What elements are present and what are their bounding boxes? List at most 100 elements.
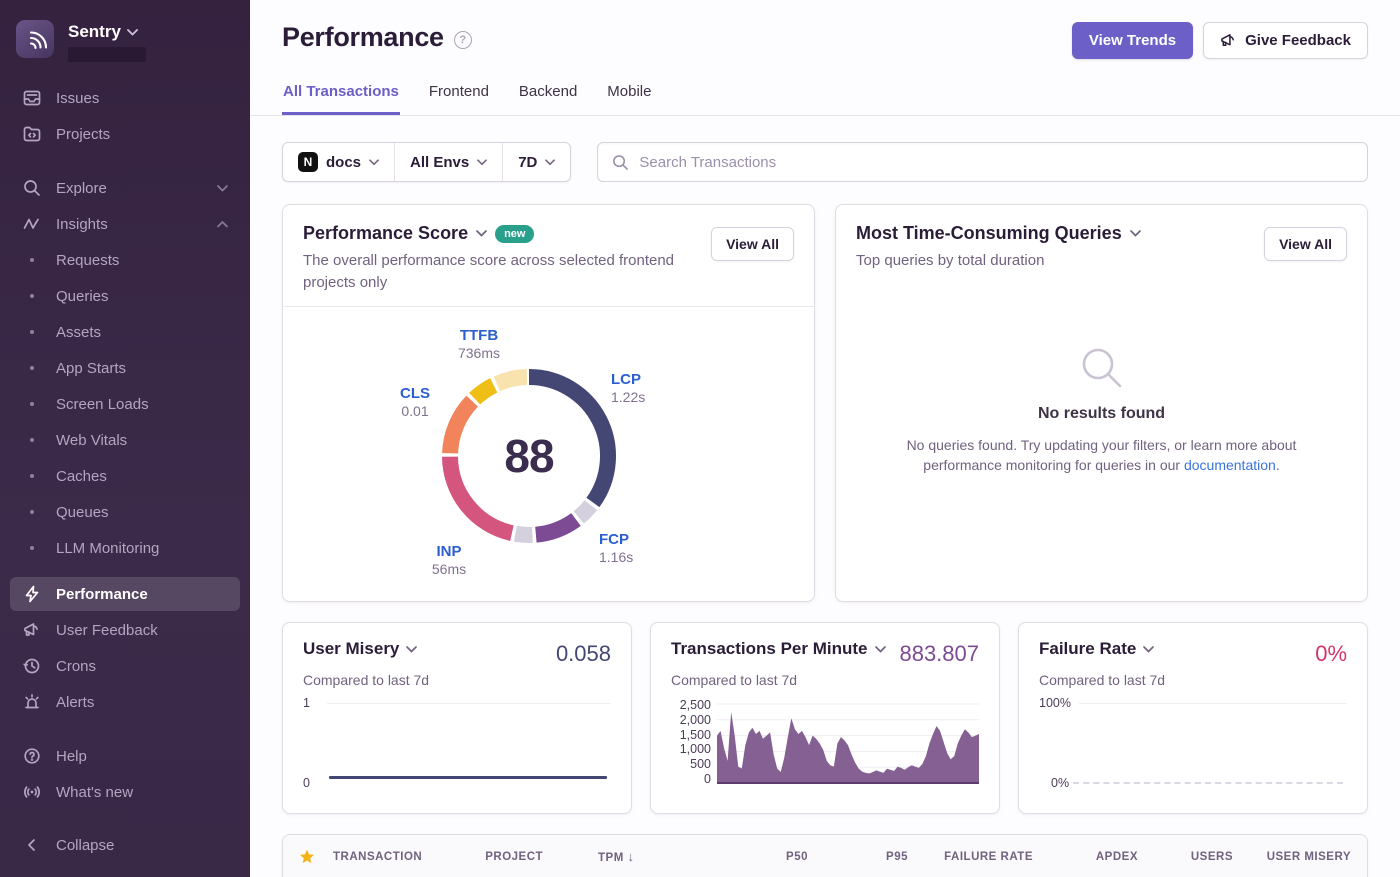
performance-score-description: The overall performance score across sel…	[303, 252, 675, 291]
bullet-icon	[22, 366, 42, 370]
failure-rate-value: 0%	[1315, 641, 1347, 666]
bullet-icon	[22, 258, 42, 262]
lightning-icon	[22, 585, 42, 603]
y-axis-max-label: 100%	[1039, 696, 1071, 710]
search-transactions-box[interactable]	[597, 142, 1368, 182]
column-header-p95[interactable]: P95	[886, 850, 908, 863]
chevron-down-icon[interactable]	[1143, 645, 1155, 653]
failure-rate-line	[1073, 782, 1343, 784]
tpm-subtitle: Compared to last 7d	[671, 672, 798, 688]
sidebar-item-insights[interactable]: Insights	[10, 207, 240, 241]
sidebar-item-web-vitals[interactable]: Web Vitals	[10, 423, 240, 457]
donut-ring	[442, 368, 616, 543]
org-switcher[interactable]: Sentry	[0, 12, 250, 80]
column-header-project[interactable]: PROJECT	[485, 850, 544, 863]
tab-mobile[interactable]: Mobile	[607, 83, 652, 100]
column-header-user-misery[interactable]: USER MISERY	[1266, 850, 1351, 863]
sidebar-item-alerts[interactable]: Alerts	[10, 685, 240, 719]
chevron-down-icon	[369, 158, 379, 165]
sentry-logo-icon[interactable]	[16, 20, 54, 58]
tab-backend[interactable]: Backend	[518, 83, 578, 100]
chevron-up-icon	[217, 220, 228, 227]
empty-state-title: No results found	[1037, 405, 1166, 422]
chevron-down-icon[interactable]	[1129, 230, 1141, 237]
sidebar-item-caches[interactable]: Caches	[10, 459, 240, 493]
y-tick-label: 0	[704, 771, 711, 786]
chevron-down-icon[interactable]	[476, 230, 487, 237]
y-axis-min-label: 0	[303, 776, 310, 790]
column-header-failure-rate[interactable]: FAILURE RATE	[944, 850, 1033, 863]
sidebar-collapse-button[interactable]: Collapse	[10, 828, 240, 862]
sidebar-item-help[interactable]: Help	[10, 739, 240, 773]
sidebar-item-projects[interactable]: Projects	[10, 117, 240, 151]
issues-icon	[22, 89, 42, 107]
vital-label-inp[interactable]: INP 56ms	[431, 542, 467, 578]
chevron-down-icon[interactable]	[406, 645, 418, 653]
transactions-table: TRANSACTION PROJECT TPM ↓ P50 P95 FAILUR…	[282, 834, 1368, 877]
sidebar-item-screen-loads[interactable]: Screen Loads	[10, 387, 240, 421]
time-consuming-queries-card: Most Time-Consuming Queries Top queries …	[835, 204, 1368, 602]
megaphone-icon	[22, 621, 42, 639]
column-header-transaction[interactable]: TRANSACTION	[333, 850, 423, 863]
failure-rate-card: Failure Rate 0% Compared to last 7d 100%…	[1018, 622, 1368, 814]
sidebar-item-user-feedback[interactable]: User Feedback	[10, 613, 240, 647]
nextjs-project-icon: N	[298, 152, 318, 172]
performance-score-title[interactable]: Performance Score	[303, 223, 469, 243]
y-axis-max-label: 1	[303, 696, 310, 710]
main-content: Performance ? View Trends Give Feedback …	[250, 0, 1400, 877]
queries-card-title[interactable]: Most Time-Consuming Queries	[856, 223, 1122, 243]
failure-rate-title[interactable]: Failure Rate	[1039, 639, 1137, 658]
failure-rate-subtitle: Compared to last 7d	[1039, 672, 1166, 688]
page-help-icon[interactable]: ?	[453, 30, 472, 49]
sidebar-item-queries[interactable]: Queries	[10, 279, 240, 313]
queries-view-all-button[interactable]: View All	[1264, 227, 1347, 261]
sort-desc-icon: ↓	[627, 849, 635, 864]
user-misery-card: User Misery 0.058 Compared to last 7d 1 …	[282, 622, 632, 814]
sidebar-item-issues[interactable]: Issues	[10, 81, 240, 115]
search-icon	[1082, 348, 1121, 388]
tab-all-transactions[interactable]: All Transactions	[282, 73, 400, 115]
give-feedback-button[interactable]: Give Feedback	[1203, 22, 1368, 59]
sidebar-item-whats-new[interactable]: What's new	[10, 775, 240, 809]
star-column-header[interactable]	[299, 849, 333, 865]
search-icon	[613, 154, 629, 170]
project-filter[interactable]: N docs	[283, 143, 394, 181]
column-header-apdex[interactable]: APDEX	[1095, 850, 1138, 863]
sidebar-item-explore[interactable]: Explore	[10, 171, 240, 205]
tpm-card: Transactions Per Minute 883.807 Compared…	[650, 622, 1000, 814]
bullet-icon	[22, 402, 42, 406]
sidebar-item-llm-monitoring[interactable]: LLM Monitoring	[10, 531, 240, 565]
user-misery-title[interactable]: User Misery	[303, 639, 400, 658]
clock-icon	[22, 657, 42, 675]
chevron-down-icon[interactable]	[874, 645, 886, 653]
page-title: Performance	[282, 22, 444, 52]
vital-label-fcp[interactable]: FCP 1.16s	[599, 530, 634, 566]
sidebar-item-app-starts[interactable]: App Starts	[10, 351, 240, 385]
help-icon	[22, 747, 42, 765]
sidebar-item-requests[interactable]: Requests	[10, 243, 240, 277]
vital-label-lcp[interactable]: LCP 1.22s	[611, 370, 646, 406]
sidebar-item-assets[interactable]: Assets	[10, 315, 240, 349]
tab-frontend[interactable]: Frontend	[428, 83, 489, 100]
performance-score-view-all-button[interactable]: View All	[711, 227, 794, 261]
sidebar-item-performance[interactable]: Performance	[10, 577, 240, 611]
org-name[interactable]: Sentry	[68, 22, 121, 41]
environment-filter[interactable]: All Envs	[394, 143, 502, 181]
sidebar-item-queues[interactable]: Queues	[10, 495, 240, 529]
search-transactions-input[interactable]	[639, 153, 1353, 171]
insights-icon	[22, 215, 42, 233]
column-header-tpm[interactable]: TPM ↓	[598, 849, 635, 864]
sidebar-item-crons[interactable]: Crons	[10, 649, 240, 683]
user-misery-line	[329, 775, 607, 779]
star-icon[interactable]	[299, 849, 315, 865]
tpm-title[interactable]: Transactions Per Minute	[671, 639, 868, 658]
view-trends-button[interactable]: View Trends	[1071, 22, 1194, 59]
vital-label-cls[interactable]: CLS 0.01	[400, 384, 430, 420]
column-header-users[interactable]: USERS	[1190, 850, 1233, 863]
vital-label-ttfb[interactable]: TTFB 736ms	[457, 326, 501, 362]
column-header-p50[interactable]: P50	[786, 850, 808, 863]
y-tick-label: 1,500	[679, 727, 711, 742]
user-misery-chart: 1 0	[303, 696, 611, 790]
date-range-filter[interactable]: 7D	[502, 143, 570, 181]
documentation-link[interactable]: documentation	[1183, 457, 1276, 474]
